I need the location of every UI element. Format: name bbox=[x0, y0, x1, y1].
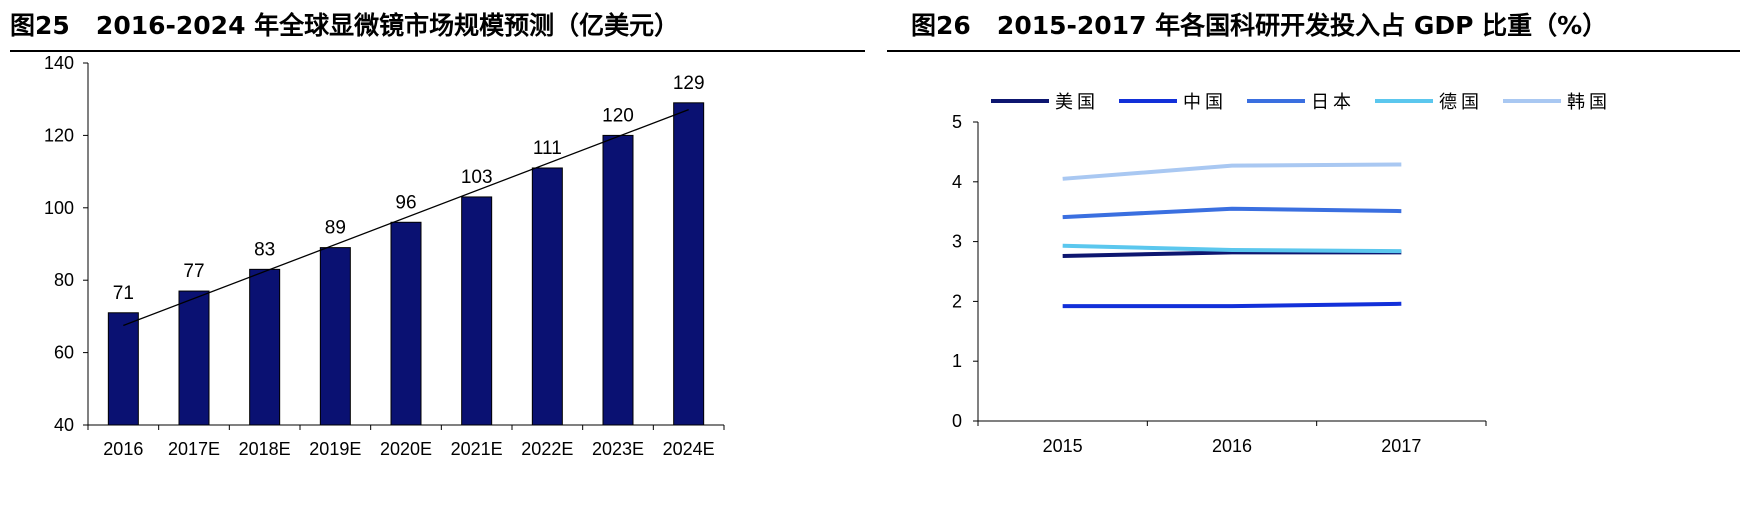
line-y-tick-label: 2 bbox=[952, 291, 962, 311]
left-title-text: 2016-2024 年全球显微镜市场规模预测（亿美元） bbox=[95, 11, 680, 40]
left-chart-title: 图25 2016-2024 年全球显微镜市场规模预测（亿美元） bbox=[10, 6, 679, 42]
legend-label: 美国 bbox=[1055, 92, 1099, 113]
line-x-tick-label: 2017 bbox=[1381, 436, 1421, 456]
bar bbox=[107, 312, 139, 426]
line-x-tick-label: 2015 bbox=[1043, 436, 1083, 456]
bar-chart: 40 60 80 100 120 140 71 2016 77 2017E 83 2018E 89 201… bbox=[44, 53, 725, 459]
line-series bbox=[1062, 162, 1402, 181]
bar-x-tick-label: 2017E bbox=[168, 439, 220, 459]
bar-y-tick-label: 40 bbox=[54, 415, 74, 435]
legend-label: 韩国 bbox=[1567, 92, 1611, 113]
bar bbox=[461, 196, 493, 426]
bar-x-tick-label: 2022E bbox=[521, 439, 573, 459]
line-y-tick-label: 3 bbox=[952, 232, 962, 252]
bar-data-label: 96 bbox=[395, 192, 416, 213]
bar-data-label: 89 bbox=[325, 218, 346, 239]
bar-data-label: 71 bbox=[113, 283, 134, 304]
bar bbox=[673, 102, 705, 426]
bar-data-label: 120 bbox=[602, 105, 634, 126]
bar-y-tick-label: 60 bbox=[54, 343, 74, 363]
left-title-rule bbox=[10, 50, 865, 52]
bar-data-label: 103 bbox=[461, 167, 493, 188]
bar bbox=[602, 134, 634, 426]
bar-y-tick-label: 140 bbox=[44, 53, 74, 73]
line-chart: 0 1 2 3 4 5 2015 2016 2017 美国 中国 日本 德国 韩国 bbox=[952, 92, 1611, 456]
bar-x-tick-label: 2016 bbox=[103, 439, 143, 459]
bar-y-tick-label: 80 bbox=[54, 270, 74, 290]
left-figure-label: 图25 bbox=[10, 11, 70, 40]
legend-label: 日本 bbox=[1311, 92, 1355, 113]
right-title-rule bbox=[887, 50, 1740, 52]
bar-x-tick-label: 2021E bbox=[451, 439, 503, 459]
bar-x-tick-label: 2018E bbox=[239, 439, 291, 459]
bar-y-tick-label: 100 bbox=[44, 198, 74, 218]
bar bbox=[319, 247, 351, 426]
bar-data-label: 111 bbox=[533, 138, 562, 159]
bar-x-tick-label: 2024E bbox=[663, 439, 715, 459]
legend-label: 中国 bbox=[1183, 92, 1227, 113]
left-chart-panel: 图25 2016-2024 年全球显微镜市场规模预测（亿美元） 40 60 80 10… bbox=[10, 6, 865, 459]
right-title-text: 2015-2017 年各国科研开发投入占 GDP 比重（%） bbox=[996, 11, 1608, 40]
line-y-tick-label: 0 bbox=[952, 411, 962, 431]
bar-data-label: 129 bbox=[673, 73, 705, 94]
line-series bbox=[1062, 250, 1402, 258]
bar bbox=[249, 268, 281, 426]
bar-x-tick-label: 2023E bbox=[592, 439, 644, 459]
bar bbox=[531, 167, 563, 426]
bar bbox=[178, 290, 210, 426]
line-series bbox=[1062, 206, 1402, 220]
line-y-tick-label: 4 bbox=[952, 172, 962, 192]
line-series bbox=[1062, 301, 1402, 309]
line-x-tick-label: 2016 bbox=[1212, 436, 1252, 456]
line-y-tick-label: 5 bbox=[952, 112, 962, 132]
line-y-tick-label: 1 bbox=[952, 351, 962, 371]
bar-x-tick-label: 2020E bbox=[380, 439, 432, 459]
line-series bbox=[1062, 243, 1402, 254]
right-chart-title: 图26 2015-2017 年各国科研开发投入占 GDP 比重（%） bbox=[911, 6, 1607, 42]
right-figure-label: 图26 bbox=[911, 11, 971, 40]
bar-data-label: 83 bbox=[254, 239, 275, 260]
right-chart-panel: 图26 2015-2017 年各国科研开发投入占 GDP 比重（%） 0 1 2 3 4… bbox=[873, 0, 1746, 518]
bar-trendline bbox=[123, 109, 689, 327]
bar-x-tick-label: 2019E bbox=[309, 439, 361, 459]
bar bbox=[390, 221, 422, 426]
legend-label: 德国 bbox=[1439, 92, 1483, 113]
bar-y-tick-label: 120 bbox=[44, 125, 74, 145]
bar-data-label: 77 bbox=[183, 261, 204, 282]
